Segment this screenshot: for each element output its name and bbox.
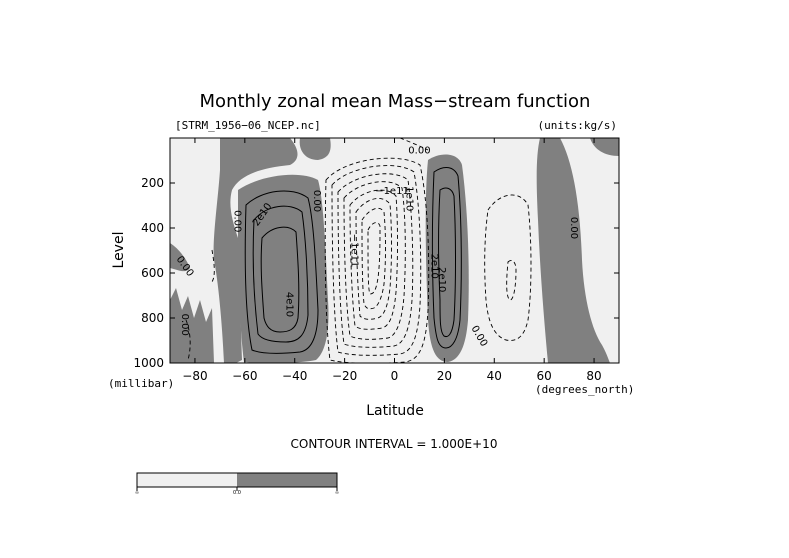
y-tick-label: 1000 [133,356,164,370]
positive-shading [170,138,619,363]
contour-label: 1e10 [403,186,414,211]
y-tick-label: 200 [141,176,164,190]
contour-label: 0.00 [311,190,322,212]
colorbar-negative-box [137,473,237,487]
x-tick-label: 0 [391,369,399,383]
x-axis: −80 −60 −40 −20 0 20 40 60 80 [182,138,602,383]
contour-label: 2e10 [436,267,447,292]
chart-title: Monthly zonal mean Mass−stream function [200,91,591,112]
contour-label: −1e11 [349,234,360,268]
units-label: (units:kg/s) [538,119,617,132]
x-tick-label: 40 [487,369,502,383]
x-tick-label: 20 [437,369,452,383]
contour-label: 4e10 [284,292,295,317]
y-unit-label: (millibar) [108,377,174,390]
y-tick-label: 800 [141,311,164,325]
x-tick-label: 80 [586,369,601,383]
shading-colorbar: ∞ 0.0 ∞ [135,472,339,496]
colorbar-label-max: ∞ [335,490,339,496]
x-tick-label: −40 [282,369,307,383]
colorbar-label-zero: 0.0 [233,490,241,496]
x-axis-title: Latitude [366,403,424,419]
x-tick-label: 60 [537,369,552,383]
contour-label: 0.00 [179,314,190,336]
y-axis: 200 400 600 800 1000 [133,176,619,370]
contour-plot-area: 0.000.000.000.002e104e100.00−1e11−1e111e… [170,138,619,363]
positive-contours [244,167,462,354]
colorbar-positive-box [237,473,337,487]
x-tick-label: −60 [232,369,257,383]
contour-label: 0.00 [568,217,579,239]
contour-label: 0.00 [231,210,242,232]
contour-label: 2e10 [428,254,439,279]
contour-label: 0.00 [408,145,430,156]
y-axis-title: Level [111,232,127,269]
contour-label: −1e11 [375,186,409,197]
negative-contours [185,138,532,363]
x-tick-label: −80 [182,369,207,383]
x-tick-label: −20 [332,369,357,383]
contour-interval-label: CONTOUR INTERVAL = 1.000E+10 [291,437,498,451]
file-label: [STRM_1956−06_NCEP.nc] [175,119,321,132]
x-unit-label: (degrees_north) [535,383,634,396]
y-tick-label: 600 [141,266,164,280]
colorbar-label-min: ∞ [135,490,139,496]
y-tick-label: 400 [141,221,164,235]
